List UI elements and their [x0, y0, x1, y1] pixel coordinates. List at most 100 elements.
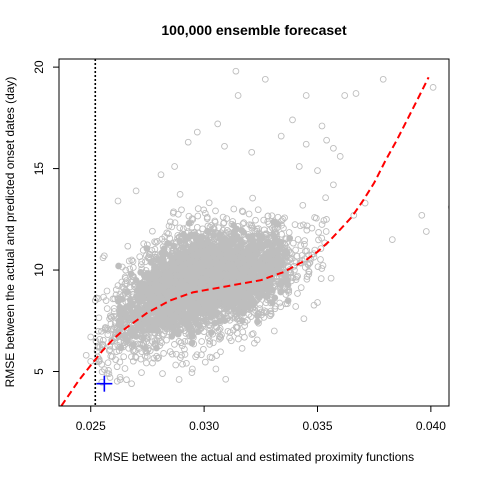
scatter-point [138, 258, 146, 265]
scatter-point [191, 258, 198, 266]
scatter-point [109, 295, 117, 303]
scatter-point [117, 344, 125, 352]
scatter-point [239, 208, 247, 216]
scatter-point [209, 259, 216, 267]
scatter-point [132, 347, 139, 354]
scatter-point [168, 259, 175, 267]
scatter-point [317, 245, 325, 252]
scatter-point [294, 236, 302, 243]
scatter-point [99, 254, 107, 262]
scatter-point [286, 256, 293, 264]
scatter-point [247, 313, 255, 320]
scatter-point [105, 370, 113, 378]
scatter-point [157, 171, 165, 179]
scatter-point [286, 234, 294, 242]
scatter-point [87, 333, 95, 341]
scatter-point [300, 315, 308, 323]
scatter-point [249, 265, 257, 273]
scatter-point [101, 366, 108, 373]
scatter-point [301, 264, 309, 271]
scatter-point [137, 261, 145, 268]
scatter-point [314, 299, 321, 306]
scatter-point [278, 217, 285, 225]
scatter-point [167, 218, 174, 226]
scatter-point [330, 181, 337, 189]
scatter-point [222, 273, 230, 281]
scatter-point [241, 333, 248, 341]
scatter-point [226, 237, 233, 245]
scatter-point [206, 353, 214, 361]
scatter-point [301, 240, 308, 248]
scatter-point [96, 357, 103, 365]
scatter-point [132, 354, 140, 361]
scatter-point [160, 257, 167, 265]
scatter-point [108, 313, 116, 321]
scatter-point [291, 266, 298, 274]
scatter-point [418, 211, 426, 219]
scatter-point [98, 361, 106, 368]
scatter-point [264, 292, 271, 300]
scatter-point [297, 284, 305, 291]
trend-line [60, 76, 430, 406]
scatter-point [222, 375, 230, 383]
scatter-point [318, 265, 326, 272]
scatter-point [318, 221, 326, 228]
scatter-point [239, 309, 247, 317]
scatter-point [297, 259, 305, 267]
scatter-point [170, 208, 177, 216]
scatter-point [237, 238, 245, 246]
scatter-point [116, 358, 124, 366]
scatter-point [198, 338, 206, 345]
scatter-point [274, 247, 282, 254]
scatter-point [124, 242, 132, 250]
scatter-point [234, 92, 242, 99]
scatter-point [143, 359, 150, 367]
scatter-point [108, 353, 116, 360]
x-tick-label: 0.035 [302, 419, 332, 433]
scatter-point [149, 288, 157, 296]
scatter-point [254, 312, 261, 320]
scatter-point [140, 334, 147, 342]
scatter-point [116, 376, 124, 383]
scatter-point [194, 303, 202, 311]
x-axis: 0.025 0.030 0.035 0.040 [76, 405, 446, 433]
scatter-point [263, 230, 270, 238]
scatter-point [181, 351, 189, 358]
scatter-point [166, 348, 174, 355]
scatter-point [301, 237, 308, 244]
scatter-point [277, 132, 285, 140]
scatter-point [216, 235, 223, 243]
scatter-point [260, 226, 268, 234]
scatter-point [164, 240, 172, 247]
scatter-point [302, 247, 309, 255]
scatter-point [258, 268, 265, 275]
scatter-point [240, 219, 248, 227]
scatter-point [314, 167, 321, 174]
scatter-point [302, 140, 310, 148]
scatter-point [184, 138, 192, 146]
scatter-point [216, 333, 223, 341]
scatter-point [206, 341, 214, 348]
scatter-point [188, 369, 196, 376]
scatter-point [261, 283, 269, 291]
scatter-point [295, 163, 303, 170]
scatter-point [211, 217, 219, 225]
scatter-point [158, 249, 165, 257]
scatter-point [214, 120, 222, 128]
scatter-point [123, 376, 130, 384]
y-tick-label: 15 [32, 162, 46, 176]
scatter-point [175, 338, 183, 345]
scatter-point [149, 227, 156, 235]
scatter-point [218, 331, 225, 339]
scatter-point [210, 232, 217, 239]
scatter-point [352, 90, 360, 97]
scatter-point [214, 280, 222, 288]
scatter-point [193, 351, 201, 359]
scatter-point [155, 354, 162, 361]
scatter-point [213, 352, 220, 359]
scatter-point [130, 341, 137, 349]
scatter-point [151, 245, 159, 253]
scatter-point [271, 305, 279, 313]
scatter-point [188, 215, 196, 222]
scatter-point [310, 250, 318, 258]
